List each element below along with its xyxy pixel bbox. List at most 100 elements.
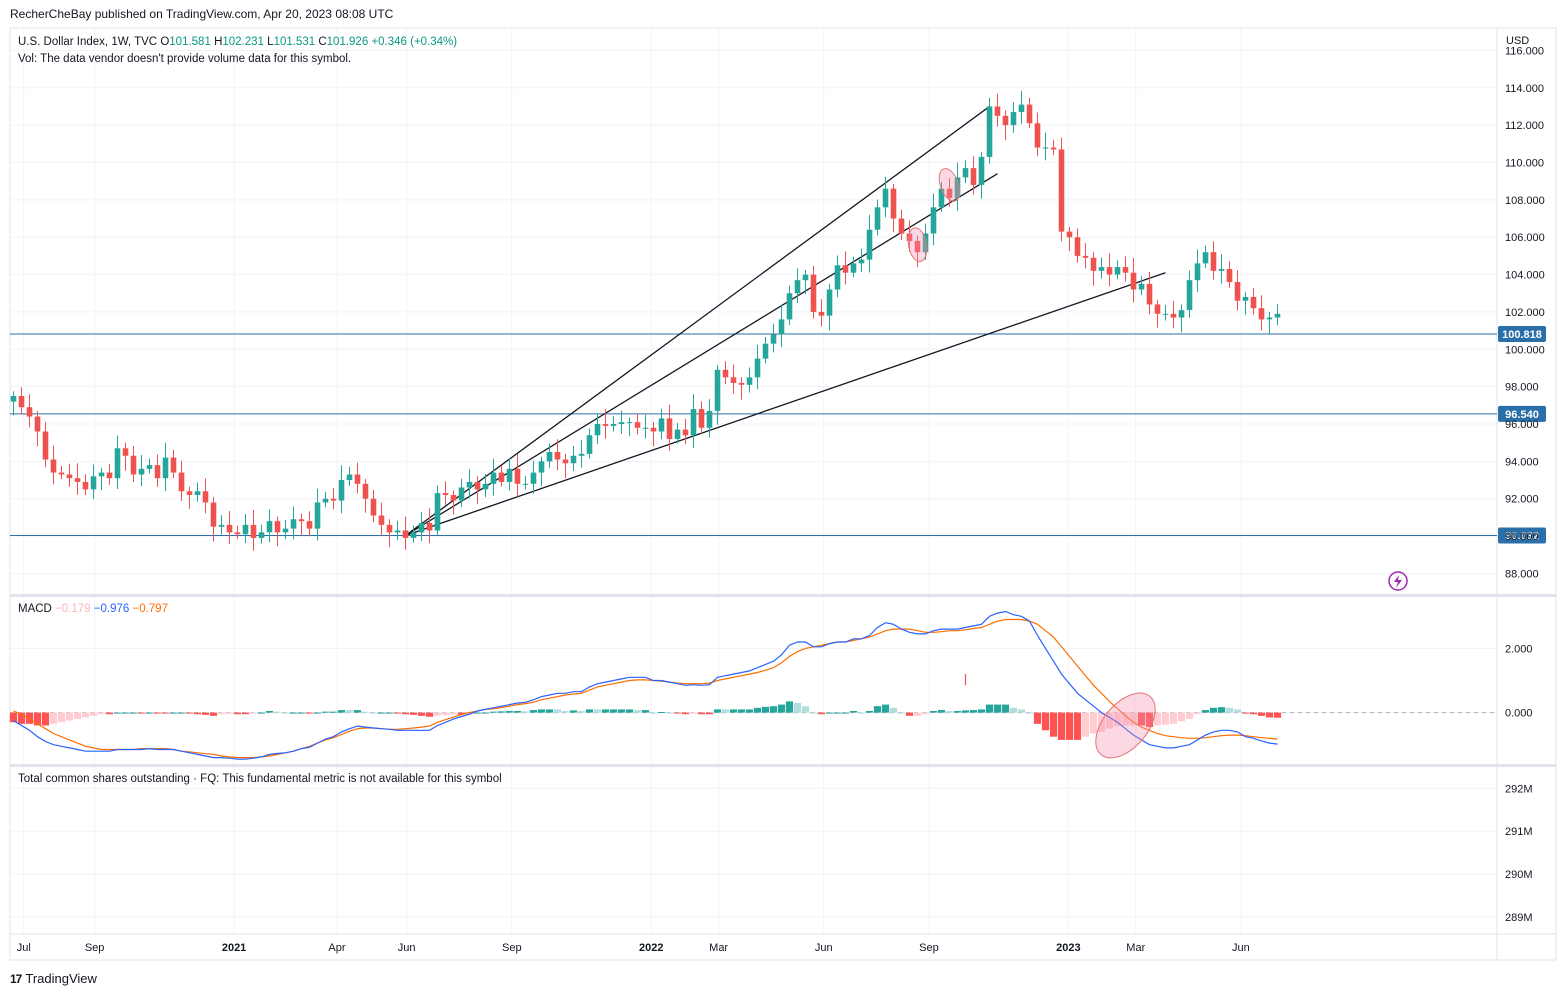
x-tick-label: 2022 bbox=[639, 942, 663, 954]
candle-body bbox=[1026, 104, 1033, 124]
candle-body bbox=[10, 395, 17, 402]
macd-histogram-bar bbox=[697, 712, 706, 715]
candle-body bbox=[202, 491, 209, 503]
candle-body bbox=[26, 407, 33, 417]
candle-body bbox=[1218, 268, 1225, 271]
macd-histogram-bar bbox=[865, 711, 874, 713]
time-axis: Jul Sep 2021 Apr Jun Sep 2022 Mar Jun Sep 2023 Mar J… bbox=[17, 942, 1250, 954]
macd-histogram-bar bbox=[361, 711, 370, 713]
candle-body bbox=[370, 498, 377, 516]
macd-histogram-bar bbox=[1105, 712, 1114, 729]
macd-histogram-bar bbox=[1073, 712, 1082, 740]
macd-histogram-bar bbox=[249, 712, 258, 714]
macd-histogram-bar bbox=[465, 712, 474, 715]
level-price-label: 90.032 bbox=[1505, 530, 1539, 542]
macd-histogram-bar bbox=[769, 706, 778, 713]
macd-highlight-ellipse bbox=[1095, 692, 1156, 759]
candle-body bbox=[338, 480, 345, 501]
candle-body bbox=[378, 515, 385, 525]
macd-histogram-bar bbox=[241, 712, 250, 715]
candle-body bbox=[530, 472, 537, 484]
shares-tick-label: 290M bbox=[1505, 869, 1533, 881]
candle-body bbox=[906, 233, 913, 241]
macd-histogram-bar bbox=[1217, 707, 1226, 713]
level-price-tag bbox=[1498, 326, 1546, 343]
high-value: 102.231 bbox=[222, 36, 264, 48]
candle-body bbox=[58, 472, 65, 475]
horizontal-levels: 100.818 96.540 90.032 bbox=[10, 326, 1546, 544]
candle-body bbox=[786, 293, 793, 320]
candle-body bbox=[1106, 267, 1113, 275]
candle-body bbox=[930, 207, 937, 234]
candle-body bbox=[170, 457, 177, 473]
x-tick-label: Jul bbox=[17, 942, 31, 954]
macd-histogram-bar bbox=[1153, 712, 1162, 726]
macd-histogram-bar bbox=[825, 712, 834, 714]
candle-body bbox=[234, 532, 241, 535]
macd-histogram-bar bbox=[1169, 712, 1178, 724]
candle-body bbox=[570, 455, 577, 464]
candle-body bbox=[882, 188, 889, 208]
candle-body bbox=[1258, 308, 1265, 320]
price-tick-label: 90.000 bbox=[1505, 531, 1539, 543]
macd-histogram-bar bbox=[913, 712, 922, 716]
footer-brand[interactable]: 17 TradingView bbox=[10, 971, 97, 986]
macd-histogram-bar bbox=[481, 712, 490, 714]
candle-body bbox=[738, 382, 745, 385]
close-key: C bbox=[318, 36, 327, 48]
macd-histogram-bar bbox=[905, 712, 914, 716]
macd-histogram-bar bbox=[457, 712, 466, 715]
high-key: H bbox=[214, 36, 223, 48]
candle-body bbox=[650, 427, 657, 432]
candle-body bbox=[466, 481, 473, 488]
level-price-tag bbox=[1498, 527, 1546, 544]
macd-histogram-bar bbox=[705, 712, 714, 715]
macd-histogram-bar bbox=[441, 712, 450, 716]
candle-body bbox=[330, 498, 337, 501]
macd-histogram-bar bbox=[145, 712, 154, 714]
candle-body bbox=[898, 218, 905, 234]
candle-body bbox=[978, 156, 985, 185]
x-tick-label: Apr bbox=[328, 942, 345, 954]
macd-histogram-bar bbox=[945, 711, 954, 713]
candle-body bbox=[266, 521, 273, 533]
candle-body bbox=[1154, 304, 1161, 314]
candle-body bbox=[1242, 296, 1249, 301]
macd-histogram-bar bbox=[1225, 707, 1234, 713]
macd-histogram-bar bbox=[401, 712, 410, 715]
macd-histogram-bar bbox=[209, 712, 218, 716]
candle-body bbox=[722, 369, 729, 378]
candle-body bbox=[554, 452, 561, 460]
macd-histogram-bar bbox=[97, 712, 106, 715]
candle-body bbox=[98, 472, 105, 477]
candle-body bbox=[1114, 267, 1121, 275]
macd-histogram-bar bbox=[417, 712, 426, 716]
price-tick-label: 92.000 bbox=[1505, 494, 1539, 506]
candle-body bbox=[450, 494, 457, 501]
candle-body bbox=[1202, 252, 1209, 264]
symbol-name: U.S. Dollar Index, 1W, TVC bbox=[18, 36, 158, 48]
candle-body bbox=[1266, 317, 1273, 320]
macd-histogram-bar bbox=[585, 709, 594, 713]
macd-histogram-bar bbox=[833, 712, 842, 714]
candle-body bbox=[674, 429, 681, 439]
candle-body bbox=[1018, 104, 1025, 113]
macd-histogram-bar bbox=[489, 711, 498, 713]
candle-body bbox=[498, 472, 505, 482]
candle-body bbox=[122, 448, 129, 456]
macd-histogram-bar bbox=[1065, 712, 1074, 740]
macd-histogram-bar bbox=[9, 712, 18, 723]
price-tick-label: 104.000 bbox=[1505, 270, 1545, 282]
candle-body bbox=[178, 472, 185, 492]
candle-body bbox=[434, 493, 441, 531]
macd-histogram-bar bbox=[257, 712, 266, 714]
macd-histogram-bar bbox=[577, 711, 586, 713]
candle-body bbox=[226, 524, 233, 533]
candle-body bbox=[74, 478, 81, 482]
candle-body bbox=[474, 481, 481, 490]
candle-body bbox=[602, 424, 609, 426]
macd-histogram-bar bbox=[1001, 704, 1010, 713]
price-tick-label: 96.000 bbox=[1505, 419, 1539, 431]
macd-histogram-bar bbox=[681, 712, 690, 715]
